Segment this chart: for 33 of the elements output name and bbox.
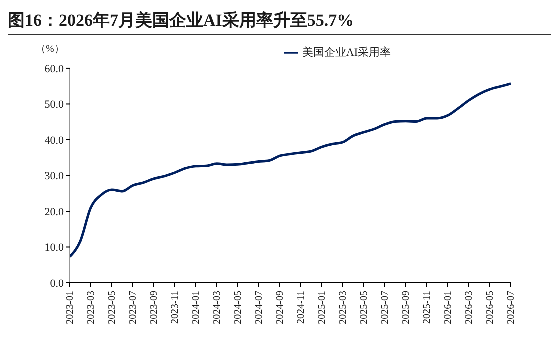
x-tick-label: 2024-11: [296, 291, 308, 324]
x-tick-label: 2024-09: [275, 291, 286, 324]
y-tick-label: 0.0: [50, 278, 64, 290]
y-axis-title: （%）: [36, 43, 64, 56]
x-tick-label: 2024-03: [212, 291, 224, 324]
y-tick-label: 50.0: [44, 99, 64, 112]
x-tick-label: 2025-09: [401, 291, 412, 324]
y-tick-label: 60.0: [44, 63, 64, 76]
x-tick-label: 2026-01: [443, 291, 454, 324]
x-tick-label: 2023-11: [170, 291, 182, 324]
chart-title: 图16：2026年7月美国企业AI采用率升至55.7%: [8, 8, 551, 35]
y-tick-label: 40.0: [44, 134, 64, 147]
x-tick-label: 2024-01: [191, 291, 202, 324]
x-tick-label: 2023-09: [149, 291, 160, 324]
x-tick-label: 2025-03: [338, 291, 350, 324]
y-tick-label: 10.0: [44, 242, 64, 254]
line-series: [70, 82, 511, 258]
x-tick-label: 2023-05: [107, 291, 118, 324]
y-tick-label: 30.0: [44, 170, 64, 183]
x-tick-label: 2023-07: [128, 291, 140, 324]
x-tick-label: 2025-01: [317, 291, 328, 324]
x-tick-label: 2026-05: [485, 291, 496, 324]
x-tick-label: 2025-11: [422, 291, 434, 324]
legend-label: 美国企业AI采用率: [302, 47, 391, 59]
y-tick-label: 20.0: [44, 206, 64, 218]
x-tick-label: 2025-07: [380, 291, 392, 324]
x-tick-label: 2023-01: [65, 291, 76, 324]
x-tick-label: 2026-07: [506, 291, 518, 324]
x-tick-label: 2024-05: [233, 291, 244, 324]
x-tick-label: 2026-03: [464, 291, 476, 324]
x-tick-label: 2023-03: [86, 291, 98, 324]
x-tick-label: 2025-05: [359, 291, 370, 324]
x-tick-label: 2024-07: [254, 291, 266, 324]
